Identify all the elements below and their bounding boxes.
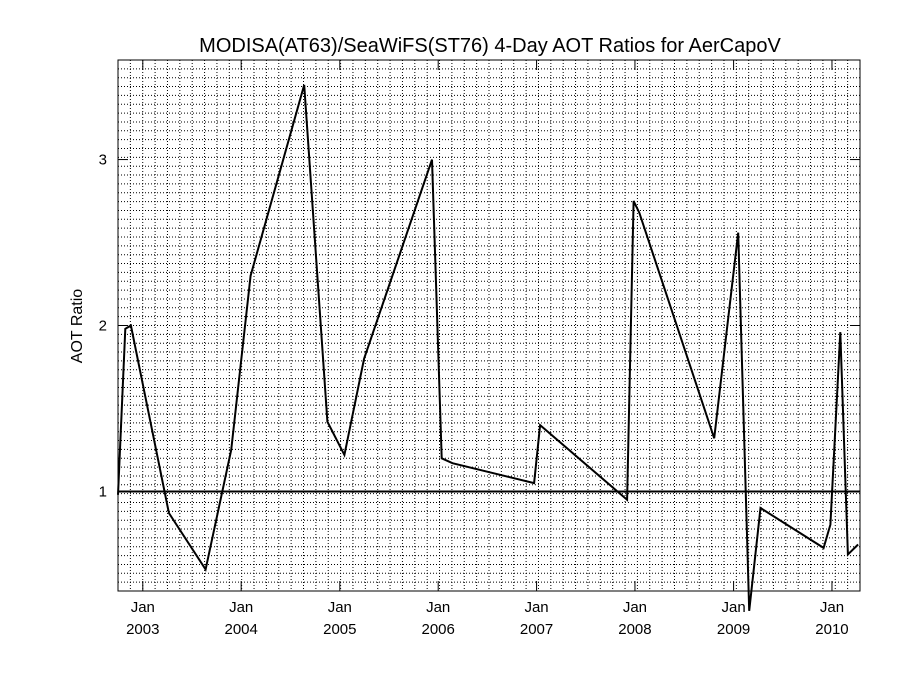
x-tick-label-year: 2006 <box>422 621 455 638</box>
y-tick-label: 2 <box>99 318 107 335</box>
x-tick-label-year: 2010 <box>815 621 848 638</box>
x-tick-label-month: Jan <box>820 599 844 616</box>
x-tick-label-month: Jan <box>721 599 745 616</box>
ticks <box>118 60 860 591</box>
x-tick-label-month: Jan <box>229 599 253 616</box>
y-axis-label: AOT Ratio <box>69 289 86 364</box>
x-tick-label-year: 2005 <box>323 621 356 638</box>
y-tick-label: 3 <box>99 152 107 169</box>
x-tick-label-month: Jan <box>426 599 450 616</box>
series-line <box>117 84 859 612</box>
x-tick-label-month: Jan <box>524 599 548 616</box>
x-tick-label-year: 2003 <box>126 621 159 638</box>
x-tick-label-year: 2004 <box>224 621 257 638</box>
x-tick-label-year: 2007 <box>520 621 553 638</box>
x-tick-label-year: 2008 <box>618 621 651 638</box>
tick-labels: Jan 2003 Jan 2004 Jan 2005 Jan 2006 Jan 2007 Jan 20… <box>99 152 849 638</box>
x-tick-label-year: 2009 <box>717 621 750 638</box>
grid <box>118 60 860 591</box>
chart-title: MODISA(AT63)/SeaWiFS(ST76) 4-Day AOT Rat… <box>199 35 781 57</box>
x-tick-label-month: Jan <box>328 599 352 616</box>
y-tick-label: 1 <box>99 483 107 500</box>
x-tick-label-month: Jan <box>131 599 155 616</box>
x-tick-label-month: Jan <box>623 599 647 616</box>
